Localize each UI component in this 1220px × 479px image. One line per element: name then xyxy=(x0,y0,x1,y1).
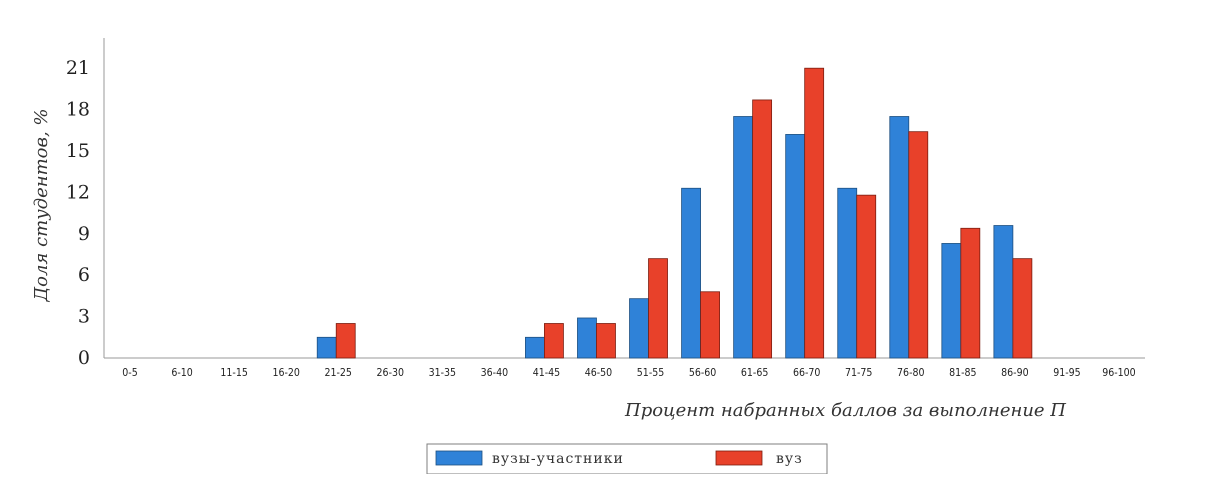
x-tick-label: 51-55 xyxy=(637,367,664,379)
y-tick-label: 6 xyxy=(78,264,90,286)
bar-vuzy-uchastniki-86-90 xyxy=(993,225,1014,359)
bar-vuz-21-25 xyxy=(335,323,356,359)
x-axis-label: Процент набранных баллов за выполнение П xyxy=(624,400,1066,421)
x-tick-label: 91-95 xyxy=(1053,367,1080,379)
bar-vuz-51-55 xyxy=(648,258,668,359)
bar-vuz-86-90 xyxy=(1012,258,1033,359)
y-tick-label: 18 xyxy=(66,99,90,121)
x-tick-label: 56-60 xyxy=(689,367,716,379)
bar-vuzy-uchastniki-46-50 xyxy=(577,317,597,359)
bars xyxy=(316,67,1033,359)
x-tick-label: 0-5 xyxy=(122,367,137,379)
bar-vuzy-uchastniki-21-25 xyxy=(316,336,337,359)
bar-vuz-41-45 xyxy=(544,323,564,359)
x-tick-label: 86-90 xyxy=(1001,367,1028,379)
x-tick-label: 21-25 xyxy=(324,367,351,379)
y-ticks: 0 3 6 9 12 15 18 21 xyxy=(66,57,90,369)
bar-vuz-71-75 xyxy=(856,194,877,359)
bar-vuz-81-85 xyxy=(960,227,981,359)
y-tick-label: 15 xyxy=(66,140,90,162)
x-tick-label: 61-65 xyxy=(741,367,768,379)
x-tick-label: 31-35 xyxy=(429,367,456,379)
legend-frame xyxy=(426,443,828,475)
bar-vuz-56-60 xyxy=(700,291,720,359)
legend-swatch-vuz xyxy=(715,450,763,466)
x-tick-label: 96-100 xyxy=(1102,367,1135,379)
y-tick-label: 9 xyxy=(78,223,90,245)
x-tick-label: 46-50 xyxy=(585,367,612,379)
bar-vuzy-uchastniki-76-80 xyxy=(889,116,910,359)
bar-vuz-66-70 xyxy=(804,67,825,359)
x-tick-label: 71-75 xyxy=(845,367,872,379)
x-tick-label: 76-80 xyxy=(897,367,924,379)
y-axis-label: Доля студентов, % xyxy=(31,108,52,302)
x-tick-label: 16-20 xyxy=(272,367,299,379)
axes xyxy=(103,38,1145,359)
y-tick-label: 0 xyxy=(78,347,90,369)
x-tick-label: 41-45 xyxy=(533,367,560,379)
y-tick-label: 12 xyxy=(66,181,90,203)
y-tick-label: 3 xyxy=(78,306,90,328)
bar-vuzy-uchastniki-71-75 xyxy=(837,187,858,359)
bar-vuz-76-80 xyxy=(908,131,929,359)
legend-label-vuzy-uchastniki: вузы-участники xyxy=(492,451,624,467)
y-tick-label: 21 xyxy=(66,57,90,79)
bar-vuz-46-50 xyxy=(596,323,616,359)
bar-vuz-61-65 xyxy=(752,99,773,359)
legend-label-vuz: вуз xyxy=(776,451,803,467)
x-tick-label: 81-85 xyxy=(949,367,976,379)
x-tick-label: 66-70 xyxy=(793,367,820,379)
bar-vuzy-uchastniki-41-45 xyxy=(525,336,545,359)
bar-vuzy-uchastniki-56-60 xyxy=(681,187,701,359)
bar-vuzy-uchastniki-66-70 xyxy=(785,134,806,359)
x-tick-label: 36-40 xyxy=(481,367,508,379)
legend: вузы-участники вуз xyxy=(426,443,828,475)
x-ticks: 0-5 6-10 11-15 16-20 21-25 26-30 31-35 36-40 41-… xyxy=(122,367,1135,379)
legend-swatch-vuzy-uchastniki xyxy=(435,450,483,466)
bar-vuzy-uchastniki-81-85 xyxy=(941,243,962,359)
x-tick-label: 6-10 xyxy=(171,367,192,379)
x-tick-label: 11-15 xyxy=(220,367,247,379)
bar-vuzy-uchastniki-51-55 xyxy=(629,298,649,359)
x-tick-label: 26-30 xyxy=(377,367,404,379)
bar-vuzy-uchastniki-61-65 xyxy=(733,116,754,359)
